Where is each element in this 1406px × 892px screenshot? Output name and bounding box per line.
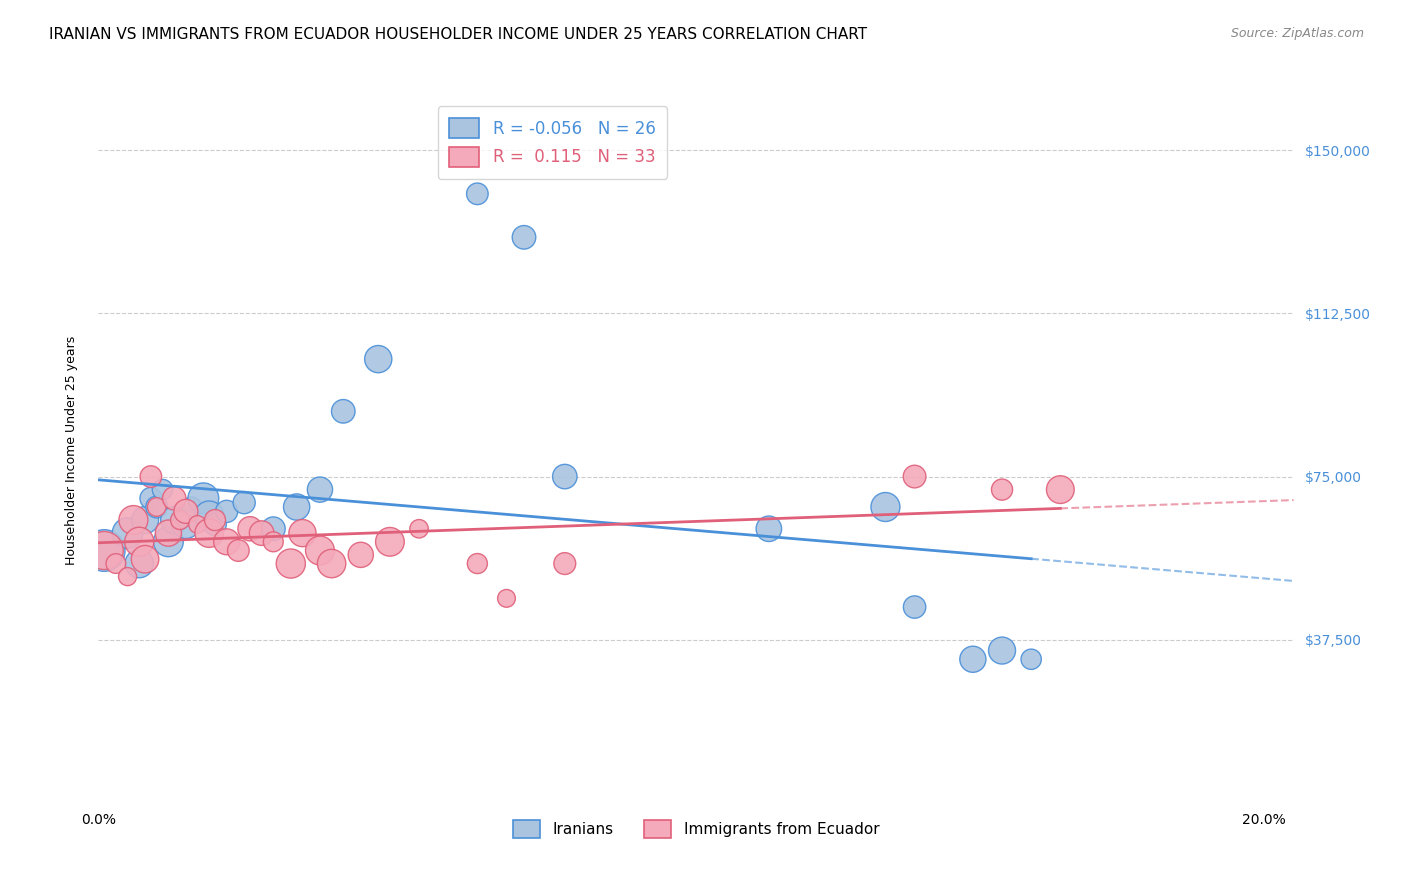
Point bbox=[467, 186, 489, 201]
Point bbox=[93, 543, 115, 558]
Point bbox=[117, 526, 139, 541]
Point bbox=[157, 526, 180, 541]
Point bbox=[104, 557, 127, 571]
Point bbox=[903, 469, 925, 483]
Point bbox=[198, 508, 221, 523]
Point bbox=[152, 483, 174, 497]
Point bbox=[262, 534, 284, 549]
Point bbox=[291, 526, 314, 541]
Point bbox=[495, 591, 517, 606]
Point bbox=[309, 543, 332, 558]
Point bbox=[163, 491, 186, 506]
Point bbox=[991, 643, 1014, 657]
Point bbox=[215, 504, 238, 518]
Point bbox=[991, 483, 1014, 497]
Point bbox=[554, 557, 576, 571]
Point bbox=[285, 500, 308, 514]
Point bbox=[186, 517, 208, 532]
Point bbox=[513, 230, 536, 244]
Point bbox=[239, 522, 262, 536]
Point bbox=[378, 534, 401, 549]
Point bbox=[262, 522, 284, 536]
Point bbox=[180, 500, 202, 514]
Point bbox=[204, 513, 226, 527]
Point bbox=[139, 491, 162, 506]
Point bbox=[962, 652, 984, 666]
Point bbox=[875, 500, 897, 514]
Point bbox=[145, 500, 167, 514]
Point bbox=[350, 548, 373, 562]
Point bbox=[1019, 652, 1042, 666]
Point bbox=[228, 543, 250, 558]
Point bbox=[117, 569, 139, 583]
Point bbox=[233, 496, 256, 510]
Point bbox=[122, 513, 145, 527]
Legend: Iranians, Immigrants from Ecuador: Iranians, Immigrants from Ecuador bbox=[506, 814, 886, 845]
Point bbox=[134, 513, 156, 527]
Point bbox=[903, 600, 925, 615]
Point bbox=[169, 513, 191, 527]
Point bbox=[215, 534, 238, 549]
Point bbox=[367, 352, 389, 367]
Point bbox=[554, 469, 576, 483]
Point bbox=[93, 543, 115, 558]
Point bbox=[128, 534, 150, 549]
Point bbox=[321, 557, 343, 571]
Point bbox=[163, 513, 186, 527]
Point bbox=[174, 504, 197, 518]
Point bbox=[198, 526, 221, 541]
Point bbox=[280, 557, 302, 571]
Point bbox=[332, 404, 354, 418]
Point bbox=[157, 534, 180, 549]
Point bbox=[1049, 483, 1071, 497]
Point bbox=[467, 557, 489, 571]
Text: Source: ZipAtlas.com: Source: ZipAtlas.com bbox=[1230, 27, 1364, 40]
Point bbox=[250, 526, 273, 541]
Point bbox=[758, 522, 780, 536]
Point bbox=[139, 469, 162, 483]
Y-axis label: Householder Income Under 25 years: Householder Income Under 25 years bbox=[65, 335, 77, 566]
Point bbox=[193, 491, 215, 506]
Point bbox=[408, 522, 430, 536]
Point bbox=[204, 517, 226, 532]
Point bbox=[145, 500, 167, 514]
Point bbox=[134, 552, 156, 566]
Point bbox=[309, 483, 332, 497]
Point bbox=[128, 557, 150, 571]
Text: IRANIAN VS IMMIGRANTS FROM ECUADOR HOUSEHOLDER INCOME UNDER 25 YEARS CORRELATION: IRANIAN VS IMMIGRANTS FROM ECUADOR HOUSE… bbox=[49, 27, 868, 42]
Point bbox=[174, 517, 197, 532]
